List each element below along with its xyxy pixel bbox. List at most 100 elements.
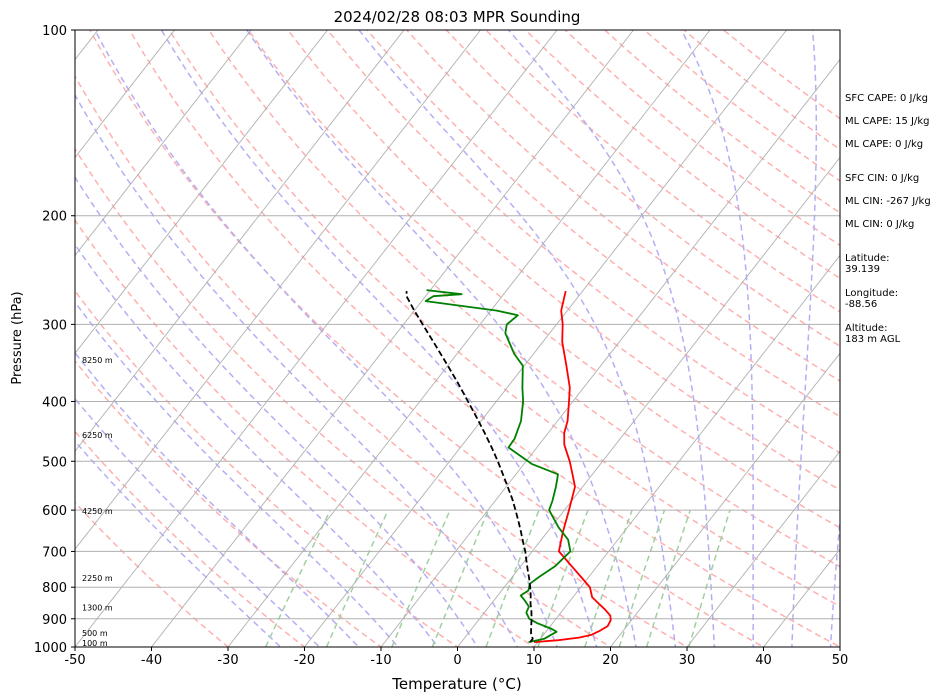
dry-adiabat [75, 430, 306, 647]
y-tick-label: 900 [42, 613, 67, 628]
isotherm [75, 30, 328, 354]
sfc-cape-text: SFC CAPE: 0 J/kg [845, 93, 928, 104]
x-tick-label: -10 [370, 653, 391, 668]
dry-adiabat [75, 501, 230, 647]
parcel-trace [405, 291, 534, 643]
moist-adiabat [75, 175, 479, 647]
height-label: 2250 m [82, 574, 113, 583]
height-label: 100 m [82, 639, 108, 648]
temperature-trace [533, 290, 612, 643]
isotherm [227, 30, 711, 647]
mixing-ratio-line [645, 509, 691, 647]
x-tick-label: 0 [453, 653, 461, 668]
x-axis-label: Temperature (°C) [391, 675, 521, 693]
x-tick-label: -20 [294, 653, 315, 668]
y-tick-label: 100 [42, 24, 67, 39]
dry-adiabat [326, 30, 840, 454]
y-tick-label: 300 [42, 318, 67, 333]
y-tick-label: 500 [42, 455, 67, 470]
mixing-ratio-line [325, 509, 389, 647]
pressure-gridlines [75, 215, 840, 620]
latitude-value: 39.139 [845, 264, 880, 275]
sounding-traces [405, 289, 612, 643]
height-label: 8250 m [82, 356, 113, 365]
x-tick-label: 50 [832, 653, 849, 668]
moist-adiabat [75, 243, 439, 647]
x-tick-label: 10 [526, 653, 543, 668]
isotherm [75, 30, 558, 647]
height-label: 500 m [82, 629, 108, 638]
moist-adiabat [75, 397, 321, 647]
x-tick-label: 30 [679, 653, 696, 668]
dry-adiabat [75, 74, 689, 647]
isotherm [151, 30, 634, 647]
y-axis-label: Pressure (hPa) [10, 291, 25, 384]
moist-adiabat [75, 300, 400, 647]
dry-adiabat [89, 30, 766, 647]
altitude-label: Altitude: [845, 323, 888, 334]
background-lines [75, 30, 840, 647]
y-tick-label: 400 [42, 395, 67, 410]
dry-adiabat [485, 30, 840, 313]
isotherm [380, 58, 840, 647]
longitude-value: -88.56 [845, 299, 878, 310]
y-tick-label: 800 [42, 581, 67, 596]
y-tick-label: 700 [42, 545, 67, 560]
x-tick-label: 40 [755, 653, 772, 668]
isotherm [75, 30, 481, 550]
dry-adiabat [445, 30, 840, 348]
moist-adiabat [75, 440, 282, 647]
y-tick-label: 200 [42, 210, 67, 225]
moist-adiabat [246, 30, 637, 647]
isotherm [304, 30, 787, 647]
dry-adiabat [75, 359, 383, 647]
sfc-cin-text: SFC CIN: 0 J/kg [845, 173, 920, 184]
latitude-label: Latitude: [845, 253, 890, 264]
y-axis-ticks: 1000 900 800 700 600 500 400 300 200 100 [34, 24, 75, 656]
mixing-ratio-line [264, 509, 331, 647]
dry-adiabat [75, 218, 536, 647]
isotherm [686, 450, 840, 647]
dry-adiabat [75, 289, 459, 647]
x-tick-label: 20 [602, 653, 619, 668]
ml-cin-text-2: ML CIN: 0 J/kg [845, 219, 915, 230]
y-tick-label: 1000 [34, 641, 67, 656]
height-label: 1300 m [82, 603, 113, 612]
moist-adiabat [94, 30, 558, 647]
height-label: 4250 m [82, 507, 113, 516]
isotherm [75, 30, 175, 159]
isotherm [610, 352, 840, 647]
moist-adiabat [791, 30, 818, 647]
mixing-ratio-line [485, 509, 540, 647]
sounding-parameters-panel: SFC CAPE: 0 J/kg ML CAPE: 15 J/kg ML CAP… [845, 0, 950, 700]
moist-adiabat [75, 93, 519, 647]
x-tick-label: -40 [141, 653, 162, 668]
ml-cape-text: ML CAPE: 15 J/kg [845, 116, 930, 127]
ml-cape-text-2: ML CAPE: 0 J/kg [845, 139, 924, 150]
x-tick-label: -50 [64, 653, 85, 668]
isotherm [75, 30, 252, 257]
moist-adiabat [358, 30, 677, 647]
moist-adiabat [680, 30, 754, 647]
height-label: 6250 m [82, 431, 113, 440]
dry-adiabat [75, 147, 612, 647]
mixing-ratio-line [688, 509, 731, 647]
dry-adiabat [128, 30, 840, 647]
ml-cin-text: ML CIN: -267 J/kg [845, 196, 931, 207]
isotherm [75, 30, 405, 452]
altitude-value: 183 m AGL [845, 334, 901, 345]
y-tick-label: 600 [42, 504, 67, 519]
moist-adiabat [75, 351, 360, 647]
isotherm [533, 254, 840, 647]
longitude-label: Longitude: [845, 288, 899, 299]
dry-adiabat [287, 30, 840, 491]
dry-adiabat [168, 30, 840, 608]
chart-title: 2024/02/28 08:03 MPR Sounding [334, 8, 581, 26]
isotherm [457, 156, 840, 647]
dewpoint-trace [424, 289, 572, 643]
moist-adiabat [507, 30, 716, 647]
x-tick-label: -30 [217, 653, 238, 668]
x-axis-ticks: -50 -40 -30 -20 -10 0 10 20 30 40 50 [64, 647, 848, 668]
